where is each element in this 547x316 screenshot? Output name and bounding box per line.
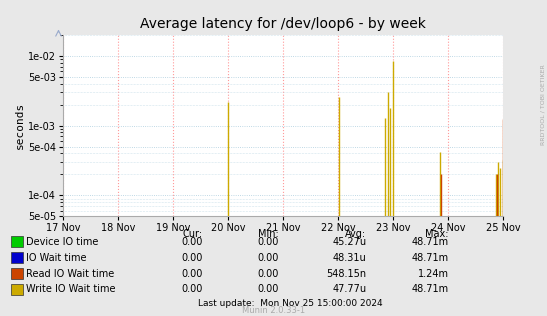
Text: 0.00: 0.00 <box>181 237 202 247</box>
Y-axis label: seconds: seconds <box>15 102 25 149</box>
Text: Device IO time: Device IO time <box>26 237 98 247</box>
Text: 0.00: 0.00 <box>258 269 279 279</box>
Text: 548.15n: 548.15n <box>327 269 366 279</box>
Text: 0.00: 0.00 <box>258 237 279 247</box>
Text: 48.31u: 48.31u <box>333 253 366 263</box>
Text: RRDTOOL / TOBI OETIKER: RRDTOOL / TOBI OETIKER <box>540 64 546 145</box>
Text: Read IO Wait time: Read IO Wait time <box>26 269 114 279</box>
Text: 0.00: 0.00 <box>258 284 279 295</box>
Text: Write IO Wait time: Write IO Wait time <box>26 284 116 295</box>
Text: 0.00: 0.00 <box>181 269 202 279</box>
Text: IO Wait time: IO Wait time <box>26 253 87 263</box>
Text: Cur:: Cur: <box>182 229 202 239</box>
Text: Max:: Max: <box>425 229 449 239</box>
Text: Avg:: Avg: <box>345 229 366 239</box>
Text: 45.27u: 45.27u <box>333 237 366 247</box>
Text: 48.71m: 48.71m <box>411 253 449 263</box>
Title: Average latency for /dev/loop6 - by week: Average latency for /dev/loop6 - by week <box>140 17 426 31</box>
Text: 48.71m: 48.71m <box>411 284 449 295</box>
Text: Munin 2.0.33-1: Munin 2.0.33-1 <box>242 307 305 315</box>
Text: 1.24m: 1.24m <box>417 269 449 279</box>
Text: 47.77u: 47.77u <box>333 284 366 295</box>
Text: 0.00: 0.00 <box>258 253 279 263</box>
Text: 48.71m: 48.71m <box>411 237 449 247</box>
Text: Last update:  Mon Nov 25 15:00:00 2024: Last update: Mon Nov 25 15:00:00 2024 <box>197 299 382 308</box>
Text: Min:: Min: <box>258 229 279 239</box>
Text: 0.00: 0.00 <box>181 253 202 263</box>
Text: 0.00: 0.00 <box>181 284 202 295</box>
